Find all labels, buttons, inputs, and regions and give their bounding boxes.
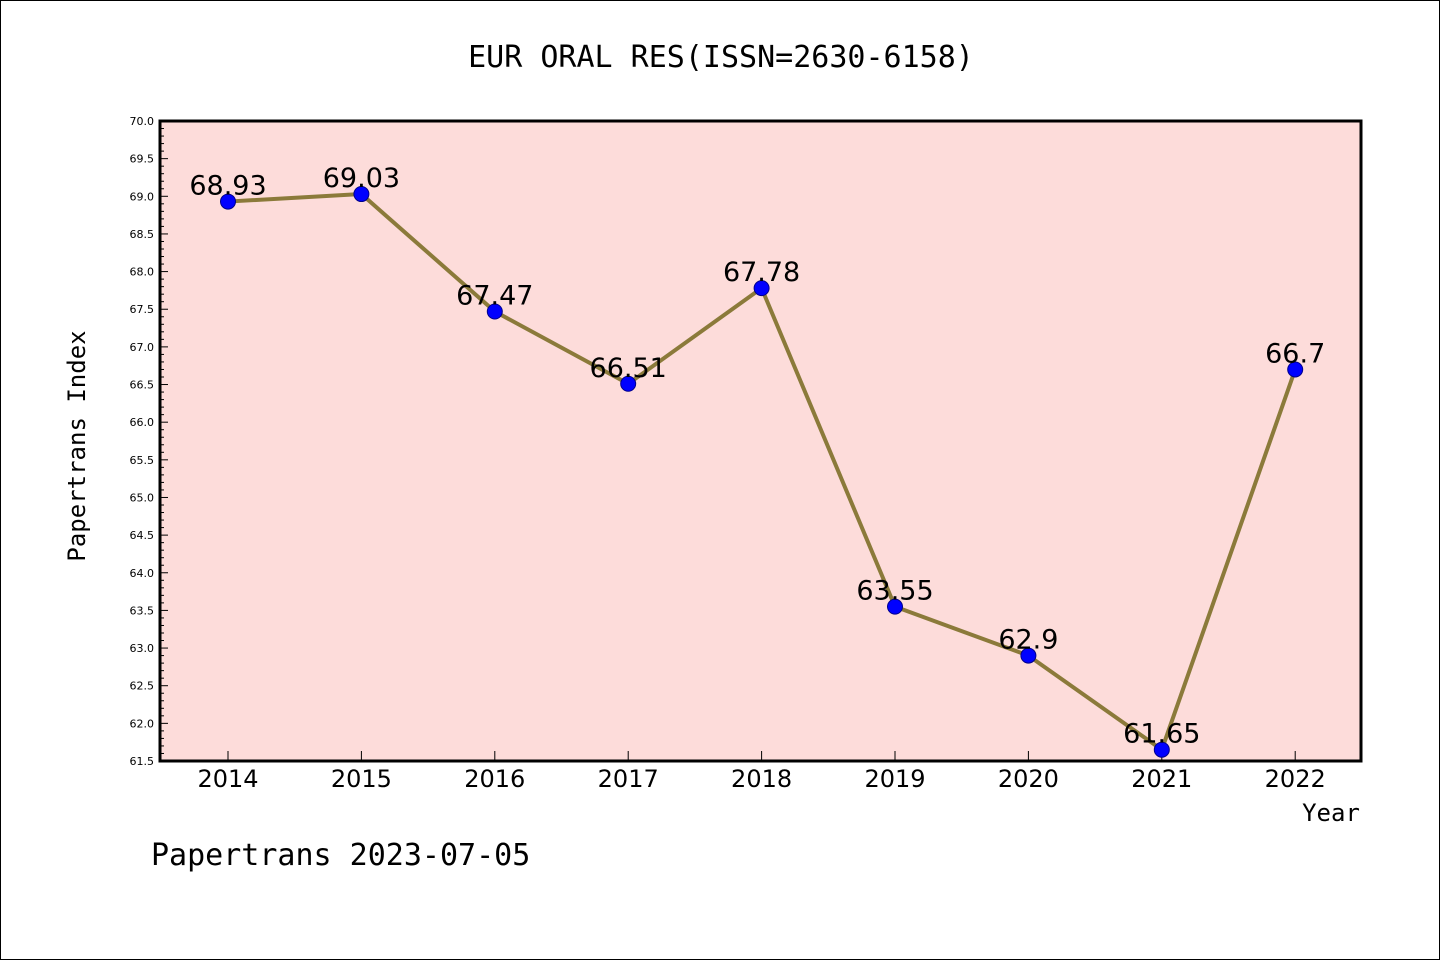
data-point <box>620 375 637 392</box>
y-tick-label: 62.0 <box>130 717 155 730</box>
data-point <box>887 598 903 615</box>
data-label: 61.65 <box>1123 719 1200 750</box>
x-tick-label: 2022 <box>1265 765 1326 793</box>
y-tick-label: 70.0 <box>130 115 155 128</box>
y-tick-label: 67.5 <box>130 303 155 316</box>
y-tick-label: 69.0 <box>130 190 155 203</box>
x-tick-label: 2014 <box>197 765 258 793</box>
x-tick-label: 2021 <box>1131 765 1192 793</box>
data-point <box>1153 741 1170 758</box>
data-label: 69.03 <box>323 163 400 194</box>
y-tick-label: 65.5 <box>130 454 155 467</box>
x-axis-label: Year <box>1302 799 1360 827</box>
y-tick-label: 63.5 <box>130 604 155 617</box>
y-tick-label: 65.0 <box>130 491 155 504</box>
series-markers <box>220 186 1304 758</box>
x-tick-label: 2016 <box>464 765 525 793</box>
data-label: 62.9 <box>998 625 1058 656</box>
data-label: 66.51 <box>590 353 667 384</box>
footer-text: Papertrans 2023-07-05 <box>151 838 530 873</box>
data-point <box>220 193 236 210</box>
data-label: 63.55 <box>856 576 933 607</box>
x-axis: 2014 2015 2016 2017 2018 2019 2020 2021 2022 <box>197 751 1326 793</box>
chart-title: EUR ORAL RES(ISSN=2630-6158) <box>468 40 974 75</box>
y-axis: 61.5 62.0 62.5 63.0 63.5 64.0 64.5 65.0 65.5 66.0… <box>130 115 168 768</box>
y-tick-label: 66.0 <box>130 416 155 429</box>
y-tick-label: 68.5 <box>130 228 155 241</box>
y-tick-label: 68.0 <box>130 266 155 279</box>
y-tick-label: 61.5 <box>130 755 155 768</box>
data-point <box>1287 361 1304 378</box>
data-point <box>486 303 503 320</box>
x-tick-label: 2015 <box>331 765 392 793</box>
plot-area <box>160 121 1361 761</box>
y-tick-label: 67.0 <box>130 341 155 354</box>
x-tick-label: 2017 <box>598 765 659 793</box>
y-tick-label: 64.0 <box>130 567 155 580</box>
x-tick-label: 2018 <box>731 765 792 793</box>
data-label: 67.47 <box>456 280 533 311</box>
x-tick-label: 2019 <box>864 765 925 793</box>
y-axis-label: Papertrans Index <box>63 330 91 561</box>
x-tick-label: 2020 <box>998 765 1059 793</box>
data-label: 68.93 <box>189 171 266 202</box>
y-tick-label: 69.5 <box>130 153 155 166</box>
data-point <box>753 280 770 297</box>
plot-border <box>158 119 1363 763</box>
y-tick-label: 62.5 <box>130 680 155 693</box>
data-point <box>1020 647 1037 664</box>
y-tick-label: 66.5 <box>130 379 155 392</box>
data-labels: 68.93 69.03 67.47 66.51 67.78 63.55 62.9 61.65 6… <box>189 163 1325 750</box>
y-tick-label: 64.5 <box>130 529 155 542</box>
data-label: 66.7 <box>1265 338 1325 369</box>
data-label: 67.78 <box>723 257 800 288</box>
y-tick-label: 63.0 <box>130 642 155 655</box>
data-point <box>353 186 370 203</box>
